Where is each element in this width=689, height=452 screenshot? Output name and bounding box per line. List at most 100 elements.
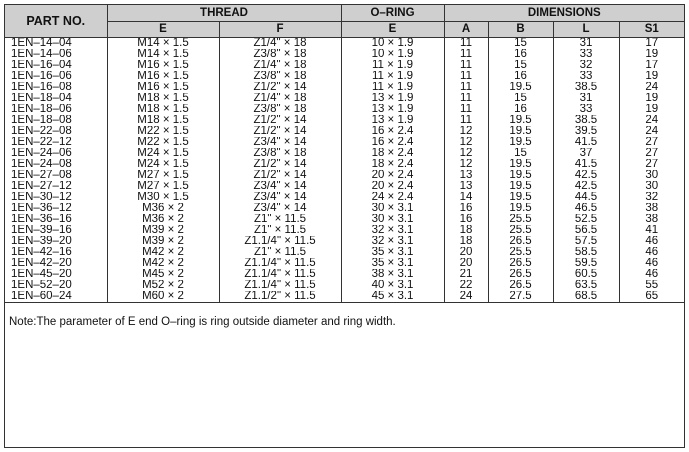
- part-no-cell: 1EN–36–16: [5, 214, 108, 225]
- dim-a-cell: 12: [443, 159, 489, 170]
- dim-b-cell: 26.5: [487, 269, 554, 280]
- thread-e-cell: M42 × 2: [106, 258, 220, 269]
- part-no-cell: 1EN–27–08: [5, 170, 108, 181]
- thread-e-cell: M39 × 2: [106, 225, 220, 236]
- subheader-thread-f: F: [218, 21, 342, 38]
- dim-a-cell: 12: [443, 126, 489, 137]
- dim-a-cell: 20: [443, 247, 489, 258]
- dim-l-cell: 38.5: [552, 82, 620, 93]
- header-oring: O–RING: [340, 5, 445, 22]
- thread-e-cell: M36 × 2: [106, 214, 220, 225]
- dim-b-cell: 16: [487, 71, 554, 82]
- dim-a-cell: 11: [443, 82, 489, 93]
- thread-f-cell: Z1/2" × 14: [218, 115, 342, 126]
- oring-e-cell: 13 × 1.9: [340, 115, 445, 126]
- oring-e-cell: 16 × 2.4: [340, 137, 445, 148]
- part-no-cell: 1EN–22–12: [5, 137, 108, 148]
- thread-f-cell: Z1/2" × 14: [218, 126, 342, 137]
- part-no-cell: 1EN–36–12: [5, 203, 108, 214]
- dim-b-cell: 25.5: [487, 214, 554, 225]
- oring-e-cell: 11 × 1.9: [340, 71, 445, 82]
- thread-f-cell: Z1" × 11.5: [218, 214, 342, 225]
- table-row: 1EN–42–16 M42 × 2 Z1" × 11.5 35 × 3.1 20 25.5…: [5, 247, 685, 258]
- part-no-cell: 1EN–16–04: [5, 60, 108, 71]
- dim-l-cell: 41.5: [552, 159, 620, 170]
- dim-l-cell: 46.5: [552, 203, 620, 214]
- dim-l-cell: 41.5: [552, 137, 620, 148]
- dim-b-cell: 15: [487, 93, 554, 104]
- dim-s1-cell: 38: [618, 203, 685, 214]
- table-row: 1EN–42–20 M42 × 2 Z1.1/4" × 11.5 35 × 3.1 20…: [5, 258, 685, 269]
- part-no-cell: 1EN–27–12: [5, 181, 108, 192]
- table-row: 1EN–27–08 M27 × 1.5 Z1/2" × 14 20 × 2.4 13 19…: [5, 170, 685, 181]
- dim-s1-cell: 46: [618, 236, 685, 247]
- oring-e-cell: 16 × 2.4: [340, 126, 445, 137]
- table-row: 1EN–36–16 M36 × 2 Z1" × 11.5 30 × 3.1 16 25.5…: [5, 214, 685, 225]
- dim-a-cell: 11: [443, 49, 489, 60]
- header-part-no: PART NO.: [5, 5, 108, 38]
- part-no-cell: 1EN–18–08: [5, 115, 108, 126]
- part-no-cell: 1EN–52–20: [5, 280, 108, 291]
- dim-l-cell: 56.5: [552, 225, 620, 236]
- dim-s1-cell: 27: [618, 159, 685, 170]
- dim-l-cell: 33: [552, 49, 620, 60]
- dim-l-cell: 44.5: [552, 192, 620, 203]
- table-row: 1EN–39–20 M39 × 2 Z1.1/4" × 11.5 32 × 3.1 18…: [5, 236, 685, 247]
- thread-e-cell: M30 × 1.5: [106, 192, 220, 203]
- oring-e-cell: 11 × 1.9: [340, 82, 445, 93]
- thread-e-cell: M52 × 2: [106, 280, 220, 291]
- dim-s1-cell: 24: [618, 82, 685, 93]
- dim-a-cell: 12: [443, 137, 489, 148]
- oring-e-cell: 40 × 3.1: [340, 280, 445, 291]
- oring-e-cell: 20 × 2.4: [340, 170, 445, 181]
- oring-e-cell: 13 × 1.9: [340, 93, 445, 104]
- dim-b-cell: 15: [487, 60, 554, 71]
- dim-a-cell: 11: [443, 71, 489, 82]
- thread-f-cell: Z1" × 11.5: [218, 225, 342, 236]
- dim-s1-cell: 55: [618, 280, 685, 291]
- dim-a-cell: 13: [443, 181, 489, 192]
- header-thread: THREAD: [106, 5, 342, 22]
- part-no-cell: 1EN–14–04: [5, 37, 108, 49]
- dim-s1-cell: 19: [618, 93, 685, 104]
- dim-l-cell: 63.5: [552, 280, 620, 291]
- footnote: Note:The parameter of E end O–ring is ri…: [9, 316, 396, 328]
- dim-s1-cell: 19: [618, 104, 685, 115]
- thread-f-cell: Z1/2" × 14: [218, 170, 342, 181]
- table-row: 1EN–18–04 M18 × 1.5 Z1/4" × 18 13 × 1.9 11 15…: [5, 93, 685, 104]
- thread-e-cell: M27 × 1.5: [106, 181, 220, 192]
- oring-e-cell: 38 × 3.1: [340, 269, 445, 280]
- thread-f-cell: Z1/2" × 14: [218, 82, 342, 93]
- dim-a-cell: 14: [443, 192, 489, 203]
- dim-l-cell: 31: [552, 37, 620, 49]
- dim-s1-cell: 19: [618, 49, 685, 60]
- part-no-cell: 1EN–30–12: [5, 192, 108, 203]
- part-no-cell: 1EN–24–06: [5, 148, 108, 159]
- dim-l-cell: 33: [552, 71, 620, 82]
- subheader-dim-a: A: [443, 21, 489, 38]
- dim-s1-cell: 38: [618, 214, 685, 225]
- oring-e-cell: 10 × 1.9: [340, 37, 445, 49]
- dim-b-cell: 25.5: [487, 247, 554, 258]
- dim-b-cell: 26.5: [487, 236, 554, 247]
- dim-b-cell: 19.5: [487, 170, 554, 181]
- table-row: 1EN–16–04 M16 × 1.5 Z1/4" × 18 11 × 1.9 11 15…: [5, 60, 685, 71]
- dim-b-cell: 19.5: [487, 137, 554, 148]
- dim-b-cell: 27.5: [487, 291, 554, 303]
- subheader-dim-s1: S1: [618, 21, 685, 38]
- thread-e-cell: M18 × 1.5: [106, 115, 220, 126]
- table-row: 1EN–14–04 M14 × 1.5 Z1/4" × 18 10 × 1.9 11 15…: [5, 37, 685, 49]
- oring-e-cell: 45 × 3.1: [340, 291, 445, 303]
- thread-e-cell: M14 × 1.5: [106, 37, 220, 49]
- table-row: 1EN–16–06 M16 × 1.5 Z3/8" × 18 11 × 1.9 11 16…: [5, 71, 685, 82]
- thread-e-cell: M60 × 2: [106, 291, 220, 303]
- dim-a-cell: 13: [443, 170, 489, 181]
- dim-s1-cell: 46: [618, 258, 685, 269]
- dim-l-cell: 58.5: [552, 247, 620, 258]
- oring-e-cell: 30 × 3.1: [340, 203, 445, 214]
- dim-l-cell: 52.5: [552, 214, 620, 225]
- oring-e-cell: 35 × 3.1: [340, 258, 445, 269]
- dim-l-cell: 60.5: [552, 269, 620, 280]
- part-no-cell: 1EN–39–20: [5, 236, 108, 247]
- dim-b-cell: 19.5: [487, 82, 554, 93]
